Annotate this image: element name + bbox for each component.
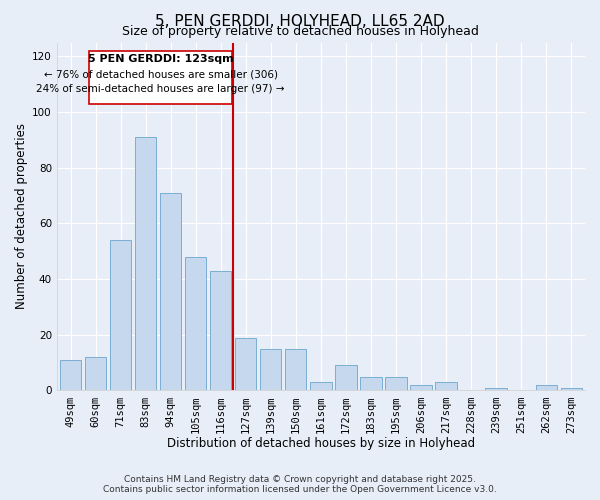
Text: 5 PEN GERDDI: 123sqm: 5 PEN GERDDI: 123sqm [88, 54, 233, 64]
Text: Contains HM Land Registry data © Crown copyright and database right 2025.: Contains HM Land Registry data © Crown c… [124, 475, 476, 484]
Bar [560, 388, 582, 390]
Bar [110, 240, 131, 390]
Bar [436, 382, 457, 390]
Text: Size of property relative to detached houses in Holyhead: Size of property relative to detached ho… [122, 25, 478, 38]
Bar [160, 193, 181, 390]
Text: 5, PEN GERDDI, HOLYHEAD, LL65 2AD: 5, PEN GERDDI, HOLYHEAD, LL65 2AD [155, 14, 445, 29]
Bar [485, 388, 507, 390]
Bar [85, 357, 106, 390]
Bar [260, 348, 281, 391]
X-axis label: Distribution of detached houses by size in Holyhead: Distribution of detached houses by size … [167, 437, 475, 450]
Bar [60, 360, 81, 390]
Bar [536, 385, 557, 390]
Text: Contains public sector information licensed under the Open Government Licence v3: Contains public sector information licen… [103, 485, 497, 494]
Bar [210, 271, 232, 390]
Bar [285, 348, 307, 391]
Bar [135, 137, 156, 390]
Bar [235, 338, 256, 390]
Y-axis label: Number of detached properties: Number of detached properties [15, 124, 28, 310]
Bar [185, 257, 206, 390]
Bar [310, 382, 332, 390]
Text: ← 76% of detached houses are smaller (306): ← 76% of detached houses are smaller (30… [44, 70, 278, 80]
Bar [361, 376, 382, 390]
Bar [410, 385, 431, 390]
Bar [335, 366, 356, 390]
FancyBboxPatch shape [89, 51, 232, 104]
Text: 24% of semi-detached houses are larger (97) →: 24% of semi-detached houses are larger (… [37, 84, 285, 94]
Bar [385, 376, 407, 390]
